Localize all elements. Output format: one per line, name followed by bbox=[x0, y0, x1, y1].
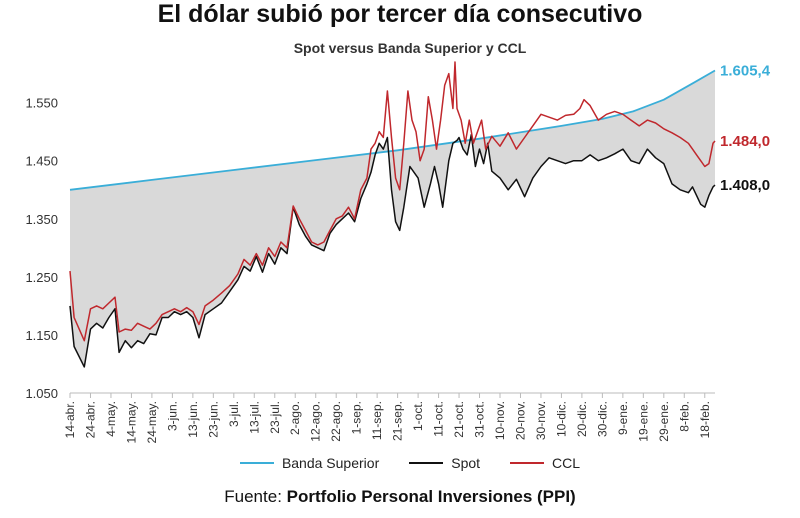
x-tick-label: 24-abr. bbox=[83, 401, 97, 438]
x-tick-label: 18-feb. bbox=[698, 401, 712, 438]
y-tick-label: 1.150 bbox=[25, 328, 58, 343]
x-tick-label: 11-sep. bbox=[370, 401, 384, 440]
x-tick-label: 24-may. bbox=[145, 401, 159, 443]
x-tick-label: 19-ene. bbox=[636, 401, 650, 442]
x-tick-label: 4-may. bbox=[104, 401, 118, 437]
band-fill-area bbox=[70, 70, 715, 367]
legend-label-ccl: CCL bbox=[552, 455, 581, 471]
y-axis-ticks: 1.050 1.150 1.250 1.350 1.450 1.550 bbox=[25, 96, 58, 401]
source-note: Fuente: Portfolio Personal Inversiones (… bbox=[0, 487, 800, 507]
x-tick-label: 22-ago. bbox=[329, 401, 343, 442]
x-tick-label: 30-nov. bbox=[534, 401, 548, 440]
band-fill-layer bbox=[70, 70, 715, 367]
x-tick-label: 2-ago. bbox=[288, 401, 302, 435]
x-tick-label: 31-oct. bbox=[473, 401, 487, 438]
legend-swatch-ccl bbox=[510, 462, 545, 464]
x-tick-label: 1-sep. bbox=[350, 401, 364, 434]
end-label-ccl: 1.484,0 bbox=[720, 133, 770, 150]
x-tick-label: 30-dic. bbox=[595, 401, 609, 437]
legend-item-banda-superior: Banda Superior bbox=[239, 455, 380, 471]
y-tick-label: 1.350 bbox=[25, 212, 58, 227]
x-tick-label: 21-sep. bbox=[391, 401, 405, 441]
series-line-banda-superior bbox=[69, 69, 716, 191]
x-tick-label: 14-may. bbox=[124, 401, 138, 443]
legend-item-ccl: CCL bbox=[510, 455, 580, 471]
x-tick-label: 10-dic. bbox=[554, 401, 568, 437]
x-tick-label: 14-abr. bbox=[63, 401, 77, 438]
x-axis-ticks: 14-abr. 24-abr. 4-may. 14-may. 24-may. 3-jun.… bbox=[63, 393, 712, 443]
end-label-spot: 1.408,0 bbox=[720, 177, 770, 194]
x-tick-label: 11-oct. bbox=[432, 401, 446, 437]
x-tick-label: 13-jul. bbox=[247, 401, 261, 434]
y-tick-label: 1.250 bbox=[25, 270, 58, 285]
x-tick-label: 21-oct. bbox=[452, 401, 466, 438]
legend-swatch-banda-superior bbox=[239, 462, 274, 464]
x-tick-label: 9-ene. bbox=[616, 401, 630, 435]
series-line-ccl bbox=[69, 61, 716, 342]
x-tick-label: 20-nov. bbox=[513, 401, 527, 440]
source-prefix: Fuente: bbox=[224, 487, 282, 506]
x-tick-label: 23-jun. bbox=[206, 401, 220, 438]
series-lines-layer bbox=[69, 61, 716, 368]
x-tick-label: 10-nov. bbox=[493, 401, 507, 440]
legend-item-spot: Spot bbox=[409, 455, 480, 471]
series-line-spot bbox=[69, 133, 716, 368]
y-tick-label: 1.050 bbox=[25, 386, 58, 401]
end-label-banda-superior: 1.605,4 bbox=[720, 62, 771, 79]
y-tick-label: 1.450 bbox=[25, 154, 58, 169]
x-tick-label: 8-feb. bbox=[677, 401, 691, 432]
x-tick-label: 20-dic. bbox=[575, 401, 589, 437]
x-tick-label: 3-jun. bbox=[165, 401, 179, 431]
chart-subtitle: Spot versus Banda Superior y CCL bbox=[293, 40, 527, 56]
x-tick-label: 12-ago. bbox=[309, 401, 323, 442]
legend-label-spot: Spot bbox=[451, 455, 481, 471]
x-tick-label: 13-jun. bbox=[186, 401, 200, 438]
source-name: Portfolio Personal Inversiones (PPI) bbox=[286, 487, 576, 506]
legend-swatch-spot bbox=[409, 462, 444, 464]
x-tick-label: 1-oct. bbox=[411, 401, 425, 431]
x-tick-label: 3-jul. bbox=[227, 401, 241, 427]
x-tick-label: 29-ene. bbox=[657, 401, 671, 442]
legend: Banda Superior Spot CCL bbox=[0, 455, 800, 471]
x-tick-label: 23-jul. bbox=[268, 401, 282, 434]
y-tick-label: 1.550 bbox=[25, 96, 58, 111]
end-labels-layer: 1.605,4 1.408,0 1.484,0 bbox=[720, 62, 771, 194]
legend-label-banda-superior: Banda Superior bbox=[281, 455, 380, 471]
chart-title: El dólar subió por tercer día consecutiv… bbox=[157, 0, 643, 28]
